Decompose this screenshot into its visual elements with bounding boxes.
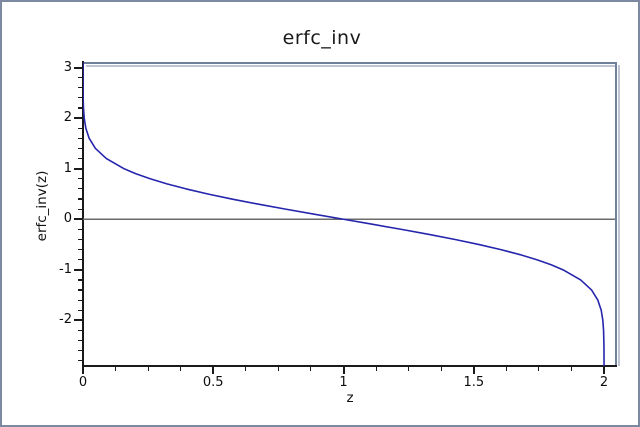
y-tick-label: 2	[63, 110, 72, 126]
plot-frame-top	[83, 62, 617, 64]
y-tick-label: -1	[59, 261, 72, 277]
x-minor-tick	[310, 366, 312, 371]
x-minor-tick	[115, 366, 117, 371]
x-tick-label: 0	[78, 375, 88, 390]
x-major-tick	[342, 366, 345, 374]
x-tick-label: 0.5	[202, 375, 224, 390]
erfc-inv-curve	[83, 62, 605, 366]
y-axis-line	[82, 61, 84, 367]
function-plot-canvas	[83, 62, 615, 366]
y-tick-label: 3	[63, 59, 72, 75]
x-tick-label: 2	[599, 375, 609, 390]
x-major-tick	[82, 366, 84, 374]
x-major-tick	[603, 366, 606, 374]
x-minor-tick	[408, 366, 410, 371]
x-minor-tick	[147, 366, 149, 371]
x-major-tick	[472, 366, 475, 374]
x-axis-line	[82, 364, 617, 367]
x-major-tick	[212, 366, 215, 374]
x-minor-tick	[245, 366, 247, 371]
x-minor-tick	[277, 366, 279, 371]
y-tick-label: -2	[59, 312, 72, 328]
frame-shadow-right	[617, 65, 620, 366]
x-minor-tick	[440, 366, 442, 371]
x-axis-title: z	[346, 390, 354, 406]
x-minor-tick	[570, 366, 572, 371]
x-tick-label: 1	[339, 375, 348, 390]
x-minor-tick	[180, 366, 182, 371]
x-tick-label: 1.5	[463, 375, 485, 390]
x-minor-tick	[505, 366, 507, 371]
y-axis-title: erfc_inv(z)	[34, 170, 50, 242]
plot-frame-right	[615, 62, 617, 366]
x-minor-tick	[375, 366, 377, 371]
frame-shadow-top	[86, 64, 617, 67]
x-minor-tick	[538, 366, 540, 371]
chart-title: erfc_inv	[282, 27, 362, 49]
